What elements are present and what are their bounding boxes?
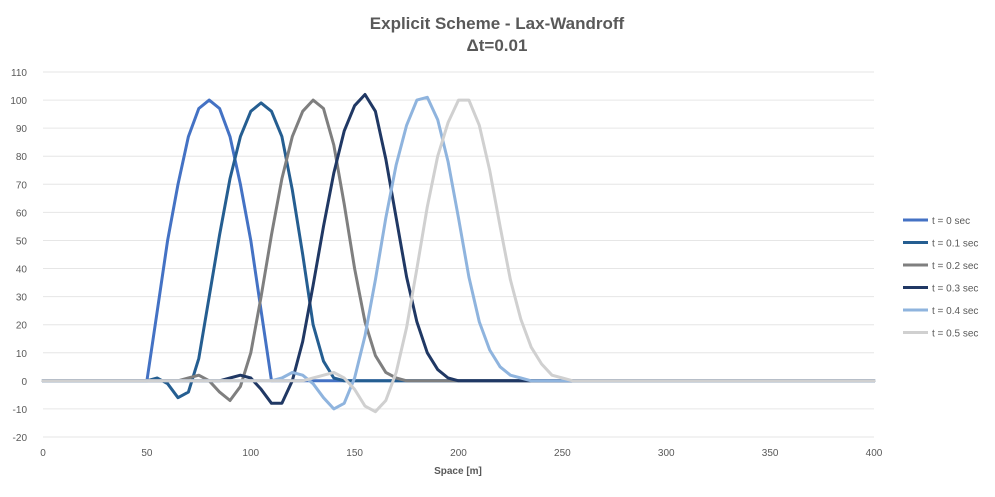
y-tick-label: 30	[16, 293, 28, 304]
x-tick-label: 200	[450, 448, 467, 459]
chart-subtitle: Δt=0.01	[467, 36, 528, 55]
chart-title: Explicit Scheme - Lax-Wandroff	[370, 14, 625, 33]
x-tick-label: 250	[554, 448, 571, 459]
y-tick-label: 10	[16, 349, 28, 360]
legend: t = 0 sec t = 0.1 sec t = 0.2 sec t = 0.3 s…	[903, 216, 978, 340]
x-tick-label: 50	[141, 448, 153, 459]
x-axis-tick-labels: 0 50 100 150 200 250 300 350 400	[40, 448, 883, 459]
x-tick-label: 350	[762, 448, 779, 459]
y-tick-label: 60	[16, 208, 28, 219]
x-axis-title: Space [m]	[434, 466, 482, 477]
legend-label: t = 0.1 sec	[932, 239, 978, 250]
y-tick-label: -10	[13, 405, 28, 416]
legend-label: t = 0 sec	[932, 216, 970, 227]
y-tick-label: 90	[16, 124, 28, 135]
y-tick-label: 0	[21, 377, 27, 388]
y-axis-tick-labels: -20 -10 0 10 20 30 40 50 60 70 80 90 100 110	[10, 68, 27, 444]
y-tick-label: -20	[13, 433, 28, 444]
y-tick-label: 40	[16, 265, 28, 276]
legend-label: t = 0.4 sec	[932, 306, 978, 317]
series-line	[41, 98, 876, 414]
y-tick-label: 100	[10, 96, 27, 107]
x-tick-label: 0	[40, 448, 46, 459]
y-tick-label: 20	[16, 321, 28, 332]
legend-label: t = 0.5 sec	[932, 329, 978, 340]
y-tick-label: 80	[16, 152, 28, 163]
x-tick-label: 400	[866, 448, 883, 459]
legend-label: t = 0.2 sec	[932, 261, 978, 272]
legend-label: t = 0.3 sec	[932, 284, 978, 295]
y-tick-label: 70	[16, 180, 28, 191]
y-tick-label: 50	[16, 236, 28, 247]
series-lines	[41, 93, 876, 414]
x-tick-label: 300	[658, 448, 675, 459]
y-tick-label: 110	[11, 68, 27, 79]
x-tick-label: 150	[346, 448, 363, 459]
x-tick-label: 100	[242, 448, 259, 459]
